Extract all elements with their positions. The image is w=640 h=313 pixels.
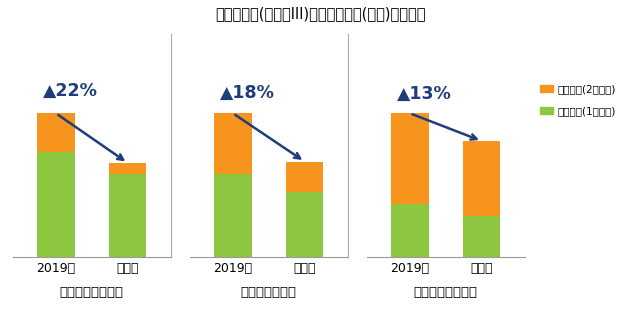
Bar bbox=[214, 174, 252, 257]
Bar bbox=[391, 113, 429, 204]
Bar bbox=[463, 216, 500, 257]
Legend: 厚生年金(2階部分), 基礎年金(1階部分): 厚生年金(2階部分), 基礎年金(1階部分) bbox=[536, 80, 620, 121]
Bar bbox=[286, 192, 323, 257]
Text: ▲22%: ▲22% bbox=[43, 82, 98, 100]
Bar bbox=[37, 113, 75, 151]
Bar bbox=[391, 204, 429, 257]
X-axis label: 平均賃金の世帯: 平均賃金の世帯 bbox=[241, 286, 297, 299]
Text: ▲18%: ▲18% bbox=[220, 84, 275, 102]
Bar bbox=[109, 163, 147, 174]
Bar bbox=[109, 174, 147, 257]
Bar bbox=[286, 162, 323, 192]
X-axis label: 平均の２倍の世帯: 平均の２倍の世帯 bbox=[414, 286, 478, 299]
Bar bbox=[214, 113, 252, 174]
Bar bbox=[463, 141, 500, 216]
Text: ▲13%: ▲13% bbox=[397, 85, 452, 103]
X-axis label: 平均の半分の世帯: 平均の半分の世帯 bbox=[60, 286, 124, 299]
Bar bbox=[37, 151, 75, 257]
Text: 【経済成長(ケースIII)・出生率維持(中位)の場合】: 【経済成長(ケースIII)・出生率維持(中位)の場合】 bbox=[215, 6, 425, 21]
